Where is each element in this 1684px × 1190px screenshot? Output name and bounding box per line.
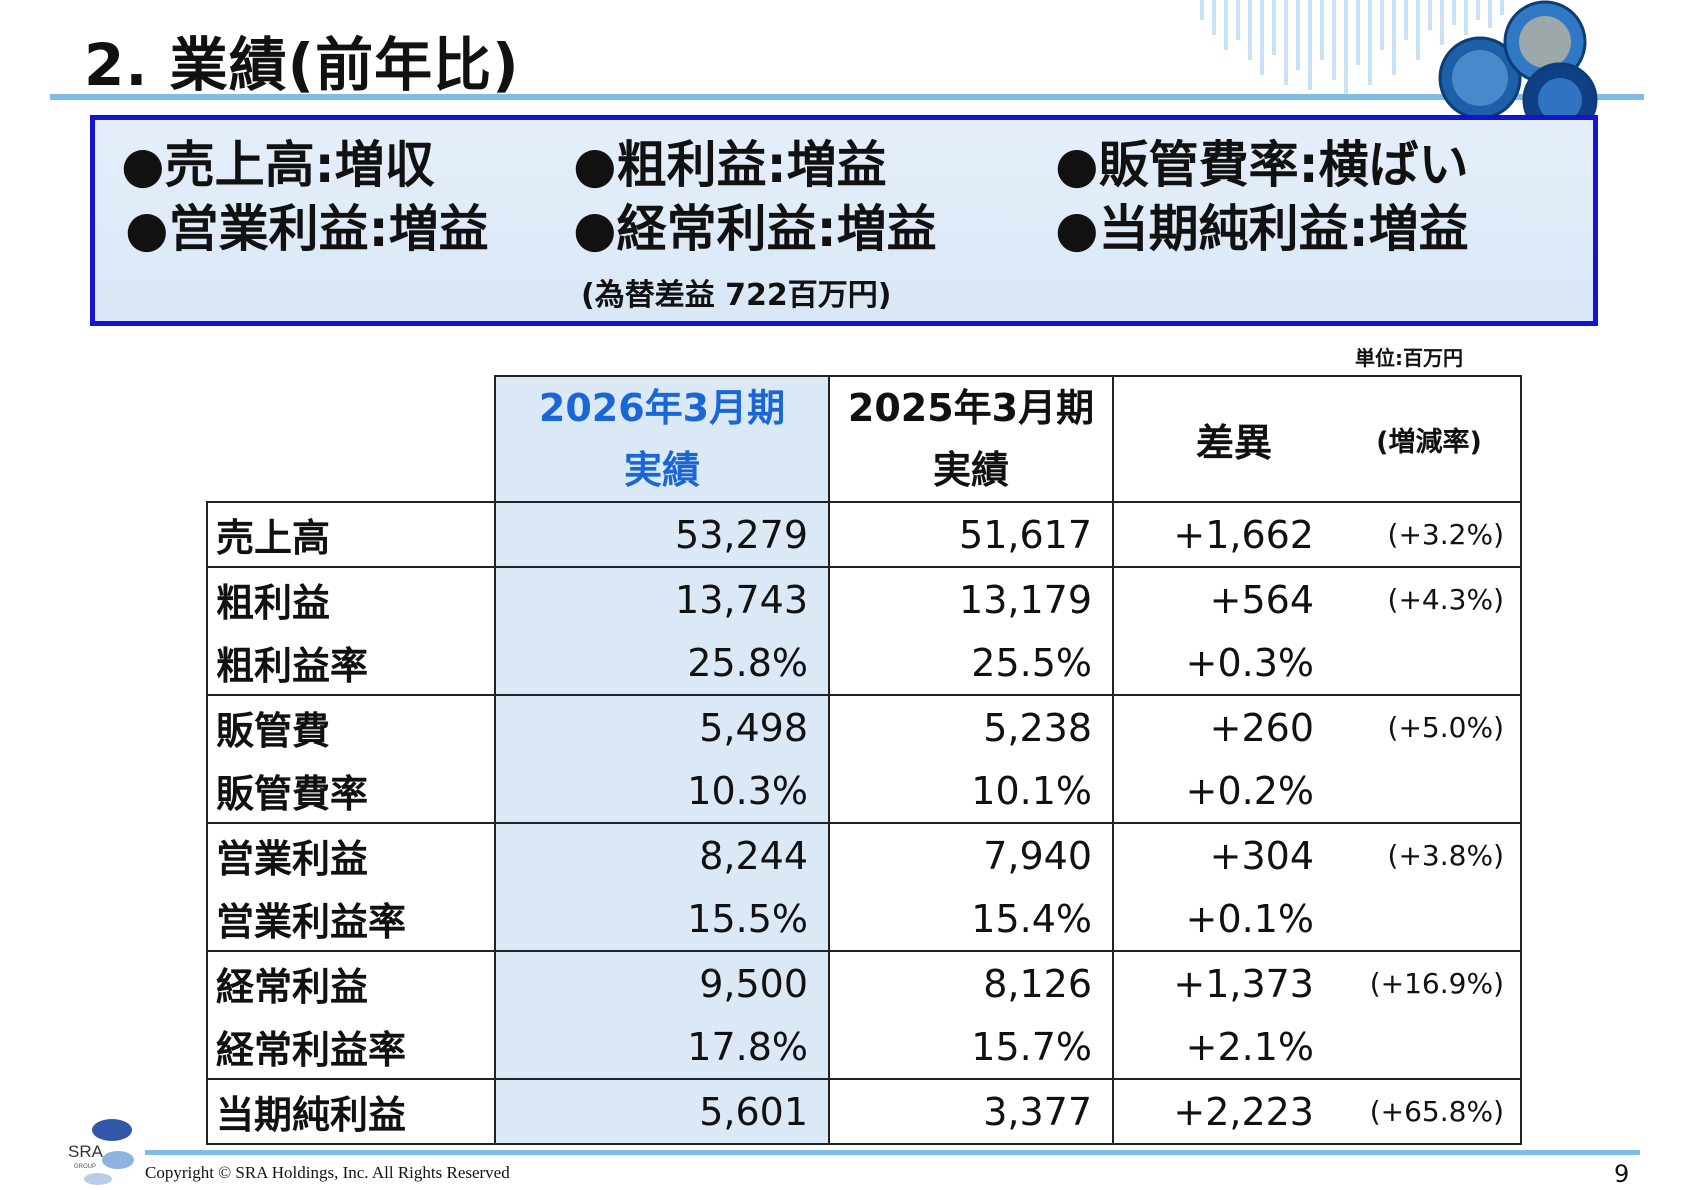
prior-value: 8,126 bbox=[828, 950, 1114, 1015]
difference-value: +0.3% bbox=[1185, 640, 1314, 685]
prior-value: 10.1% bbox=[828, 759, 1114, 823]
summary-item-net-profit: ●当期純利益:増益 bbox=[1055, 200, 1469, 258]
financial-results-table: 2026年3月期 実績 2025年3月期 実績 差異 (増減率) 売上高 53,… bbox=[206, 375, 1522, 1145]
row-label: 当期純利益 bbox=[206, 1078, 496, 1145]
change-rate: (+16.9%) bbox=[1369, 967, 1504, 1000]
prior-value: 7,940 bbox=[828, 822, 1114, 887]
difference-value: +0.1% bbox=[1185, 896, 1314, 941]
row-label: 営業利益 bbox=[206, 822, 496, 887]
prior-value: 5,238 bbox=[828, 694, 1114, 759]
prior-value: 51,617 bbox=[828, 501, 1114, 567]
header-current-kind-label: 実績 bbox=[623, 448, 700, 492]
table-row: 販管費 5,498 5,238 +260 (+5.0%) bbox=[206, 694, 1522, 759]
prior-value: 13,179 bbox=[828, 566, 1114, 631]
current-value: 9,500 bbox=[494, 950, 830, 1015]
table-header-row: 2026年3月期 実績 2025年3月期 実績 差異 (増減率) bbox=[207, 375, 1522, 502]
difference-value: +304 bbox=[1209, 833, 1314, 878]
change-rate: (+3.8%) bbox=[1387, 839, 1504, 872]
header-current-period-label: 2026年3月期 bbox=[538, 386, 786, 430]
current-value: 17.8% bbox=[494, 1015, 830, 1079]
table-row: 売上高 53,279 51,617 +1,662 (+3.2%) bbox=[206, 501, 1522, 567]
header-rate-label: (増減率) bbox=[1376, 426, 1482, 458]
header-current-period: 2026年3月期 実績 bbox=[494, 375, 830, 502]
row-label: 売上高 bbox=[206, 501, 496, 567]
page-title: 2. 業績(前年比) bbox=[84, 31, 520, 99]
prior-value: 3,377 bbox=[828, 1078, 1114, 1145]
change-rate: (+3.2%) bbox=[1387, 518, 1504, 551]
difference-value: +2,223 bbox=[1173, 1089, 1314, 1134]
summary-box: ●売上高:増収 ●粗利益:増益 ●販管費率:横ばい ●営業利益:増益 ●経常利益… bbox=[90, 115, 1598, 326]
table-row: 当期純利益 5,601 3,377 +2,223 (+65.8%) bbox=[206, 1078, 1522, 1145]
summary-item-ordinary-profit: ●経常利益:増益 bbox=[573, 200, 937, 258]
current-value: 13,743 bbox=[494, 566, 830, 631]
sra-group-logo: SRA GROUP bbox=[68, 1119, 134, 1185]
page-number: 9 bbox=[1614, 1160, 1630, 1188]
fx-gain-note: (為替差益 722百万円) bbox=[581, 278, 892, 313]
difference-value: +260 bbox=[1209, 705, 1314, 750]
copyright-text: Copyright © SRA Holdings, Inc. All Right… bbox=[145, 1163, 510, 1182]
current-value: 8,244 bbox=[494, 822, 830, 887]
current-value: 10.3% bbox=[494, 759, 830, 823]
header-difference: 差異 (増減率) bbox=[1112, 375, 1522, 502]
prior-value: 25.5% bbox=[828, 631, 1114, 695]
header-prior-kind-label: 実績 bbox=[932, 448, 1009, 492]
difference-value: +1,373 bbox=[1173, 961, 1314, 1006]
change-rate: (+65.8%) bbox=[1369, 1095, 1504, 1128]
summary-item-gross-profit: ●粗利益:増益 bbox=[573, 136, 887, 194]
row-label: 販管費率 bbox=[206, 759, 496, 823]
summary-item-sales: ●売上高:増収 bbox=[121, 136, 435, 194]
header-decoration-image bbox=[1200, 0, 1598, 120]
table-row: 営業利益率 15.5% 15.4% +0.1% bbox=[206, 887, 1522, 951]
row-label: 営業利益率 bbox=[206, 887, 496, 951]
difference-value: +2.1% bbox=[1185, 1024, 1314, 1069]
unit-label: 単位:百万円 bbox=[1355, 346, 1463, 370]
row-label: 経常利益 bbox=[206, 950, 496, 1015]
table-row: 粗利益率 25.8% 25.5% +0.3% bbox=[206, 631, 1522, 695]
row-label: 販管費 bbox=[206, 694, 496, 759]
prior-value: 15.4% bbox=[828, 887, 1114, 951]
summary-item-operating-profit: ●営業利益:増益 bbox=[125, 200, 489, 258]
row-label: 経常利益率 bbox=[206, 1015, 496, 1079]
prior-value: 15.7% bbox=[828, 1015, 1114, 1079]
summary-item-sga-ratio: ●販管費率:横ばい bbox=[1055, 136, 1469, 194]
footer-divider bbox=[145, 1150, 1640, 1155]
row-label: 粗利益 bbox=[206, 566, 496, 631]
difference-value: +1,662 bbox=[1173, 512, 1314, 557]
table-row: 経常利益 9,500 8,126 +1,373 (+16.9%) bbox=[206, 950, 1522, 1015]
table-row: 営業利益 8,244 7,940 +304 (+3.8%) bbox=[206, 822, 1522, 887]
logo-text: SRA bbox=[68, 1142, 104, 1161]
header-prior-period: 2025年3月期 実績 bbox=[828, 375, 1114, 502]
current-value: 15.5% bbox=[494, 887, 830, 951]
current-value: 25.8% bbox=[494, 631, 830, 695]
logo-subtext: GROUP bbox=[74, 1164, 96, 1170]
table-row: 販管費率 10.3% 10.1% +0.2% bbox=[206, 759, 1522, 823]
current-value: 53,279 bbox=[494, 501, 830, 567]
current-value: 5,601 bbox=[494, 1078, 830, 1145]
header-prior-period-label: 2025年3月期 bbox=[847, 386, 1095, 430]
current-value: 5,498 bbox=[494, 694, 830, 759]
table-row: 粗利益 13,743 13,179 +564 (+4.3%) bbox=[206, 566, 1522, 631]
difference-value: +0.2% bbox=[1185, 768, 1314, 813]
change-rate: (+5.0%) bbox=[1387, 711, 1504, 744]
change-rate: (+4.3%) bbox=[1387, 583, 1504, 616]
header-difference-label: 差異 bbox=[1195, 420, 1272, 465]
table-row: 経常利益率 17.8% 15.7% +2.1% bbox=[206, 1015, 1522, 1079]
title-divider bbox=[50, 94, 1644, 100]
row-label: 粗利益率 bbox=[206, 631, 496, 695]
header-blank-cell bbox=[207, 376, 496, 502]
difference-value: +564 bbox=[1209, 577, 1314, 622]
